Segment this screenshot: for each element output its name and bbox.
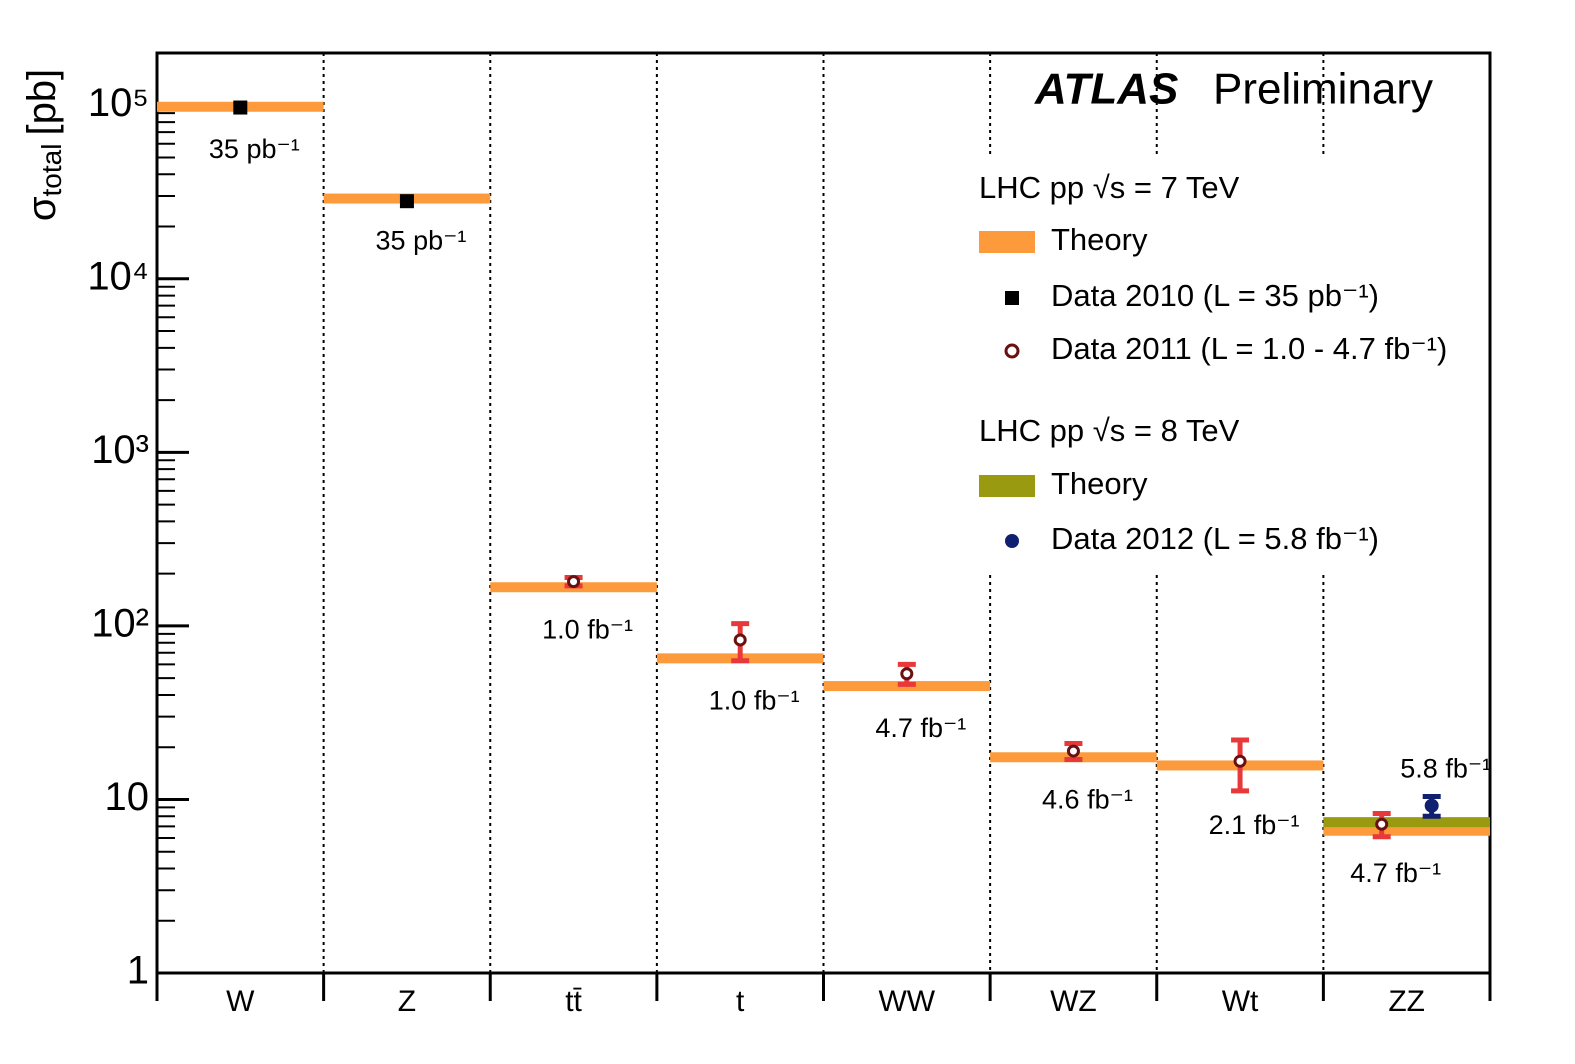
data-point — [1233, 754, 1247, 768]
lumi-label: 2.1 fb⁻¹ — [1209, 810, 1300, 840]
lumi-label: 4.7 fb⁻¹ — [875, 713, 966, 743]
data-point — [1375, 817, 1389, 831]
legend-header: LHC pp √s = 7 TeV — [979, 170, 1240, 205]
brand: ATLAS — [1034, 65, 1178, 114]
lumi-label: 35 pb⁻¹ — [376, 226, 467, 256]
legend-swatch — [1005, 534, 1019, 548]
legend-label: Data 2012 (L = 5.8 fb⁻¹) — [1051, 521, 1379, 556]
lumi-label: 4.7 fb⁻¹ — [1350, 858, 1441, 888]
lumi-label: 5.8 fb⁻¹ — [1400, 754, 1491, 784]
y-tick-label: 10⁴ — [87, 254, 149, 298]
data-point — [733, 633, 747, 647]
y-tick-label: 1 — [127, 949, 149, 993]
data-point — [1424, 798, 1439, 813]
x-tick-label: t — [736, 985, 745, 1018]
legend-entry: Theory — [979, 466, 1148, 501]
theory-band — [1323, 825, 1490, 836]
y-tick-label: 10² — [91, 601, 149, 645]
lumi-label: 1.0 fb⁻¹ — [542, 614, 633, 644]
y-axis-label: σtotal [pb] — [20, 69, 68, 221]
legend-label: Theory — [1051, 466, 1148, 501]
x-tick-label: Z — [398, 985, 416, 1018]
y-tick-label: 10⁵ — [88, 81, 149, 125]
x-tick-label: WW — [878, 985, 935, 1018]
data-point — [567, 575, 581, 589]
legend-swatch — [1004, 343, 1020, 359]
data-point — [233, 100, 248, 115]
legend-swatch — [979, 475, 1035, 497]
legend-label: Data 2011 (L = 1.0 - 4.7 fb⁻¹) — [1051, 331, 1447, 366]
y-label-subscript: total — [36, 144, 67, 197]
legend-swatch — [979, 231, 1035, 253]
y-label-symbol: σ — [20, 196, 64, 221]
legend-entry: Data 2012 (L = 5.8 fb⁻¹) — [1005, 521, 1379, 556]
x-tick-label: WZ — [1050, 985, 1097, 1018]
y-tick-label: 10³ — [91, 428, 149, 472]
legend-entry: Theory — [979, 222, 1148, 257]
x-tick-label: ZZ — [1388, 985, 1425, 1018]
legend-entry: Data 2010 (L = 35 pb⁻¹) — [1005, 278, 1379, 313]
x-tick-label: Wt — [1222, 985, 1259, 1018]
data-point — [1066, 744, 1080, 758]
theory-band — [1323, 817, 1490, 828]
x-tick-label: tt̄ — [565, 985, 582, 1018]
lumi-label: 4.6 fb⁻¹ — [1042, 784, 1133, 814]
x-tick-label: W — [226, 985, 255, 1018]
data-point — [399, 194, 414, 209]
y-tick-label: 10 — [105, 775, 150, 819]
legend-header: LHC pp √s = 8 TeV — [979, 413, 1240, 448]
data-point — [900, 667, 914, 681]
legend-label: Theory — [1051, 222, 1148, 257]
lumi-label: 1.0 fb⁻¹ — [709, 685, 800, 715]
lumi-label: 35 pb⁻¹ — [209, 134, 300, 164]
legend-entry: Data 2011 (L = 1.0 - 4.7 fb⁻¹) — [1004, 331, 1447, 366]
legend-swatch — [1005, 291, 1019, 305]
y-label-unit: [pb] — [20, 69, 64, 136]
legend-label: Data 2010 (L = 35 pb⁻¹) — [1051, 278, 1379, 313]
